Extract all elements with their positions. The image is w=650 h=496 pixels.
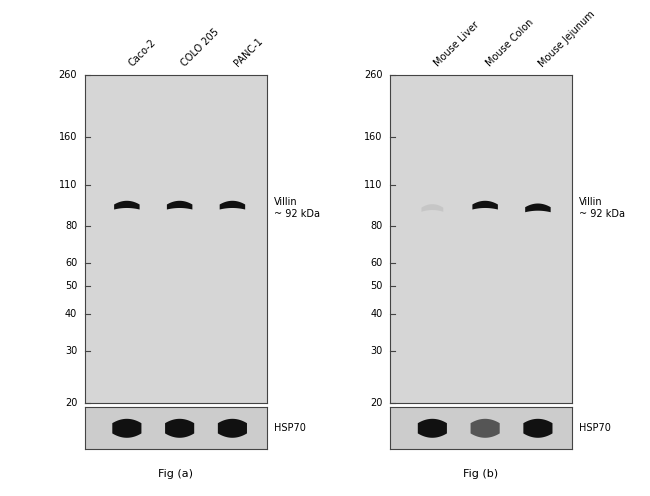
Text: 160: 160	[365, 132, 383, 142]
Text: 20: 20	[370, 398, 383, 408]
Text: 40: 40	[65, 310, 77, 319]
Text: Mouse Colon: Mouse Colon	[485, 18, 536, 69]
Text: Villin
~ 92 kDa: Villin ~ 92 kDa	[274, 197, 320, 219]
Text: HSP70: HSP70	[274, 423, 305, 433]
Text: Fig (a): Fig (a)	[158, 469, 193, 479]
Text: 20: 20	[65, 398, 77, 408]
Text: 80: 80	[65, 221, 77, 231]
Text: 50: 50	[65, 281, 77, 291]
Text: Fig (b): Fig (b)	[463, 469, 499, 479]
Text: 80: 80	[370, 221, 383, 231]
Text: 50: 50	[370, 281, 383, 291]
Text: 260: 260	[58, 70, 77, 80]
Text: 30: 30	[370, 346, 383, 356]
Text: 110: 110	[59, 180, 77, 190]
Text: 60: 60	[65, 257, 77, 267]
Text: 60: 60	[370, 257, 383, 267]
Text: PANC-1: PANC-1	[232, 37, 265, 69]
Text: 30: 30	[65, 346, 77, 356]
Text: 260: 260	[364, 70, 383, 80]
Text: Mouse Liver: Mouse Liver	[432, 20, 480, 69]
Text: Villin
~ 92 kDa: Villin ~ 92 kDa	[579, 197, 625, 219]
Text: Mouse Jejunum: Mouse Jejunum	[538, 9, 597, 69]
Text: HSP70: HSP70	[579, 423, 611, 433]
Text: Caco-2: Caco-2	[126, 38, 157, 69]
Text: 40: 40	[370, 310, 383, 319]
Text: COLO 205: COLO 205	[179, 27, 221, 69]
Text: 110: 110	[365, 180, 383, 190]
Text: 160: 160	[59, 132, 77, 142]
